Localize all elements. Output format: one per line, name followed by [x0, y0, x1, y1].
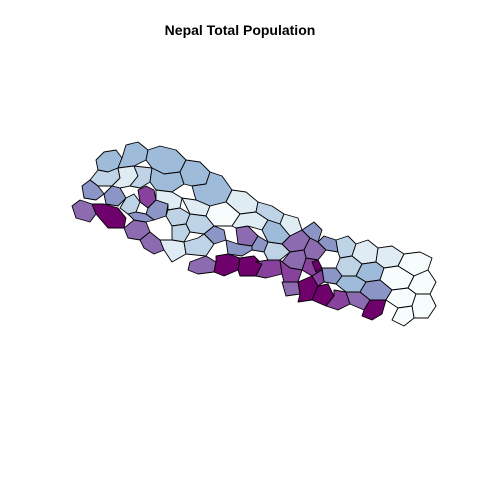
district-polygon — [411, 293, 437, 319]
district-polygons — [71, 141, 437, 327]
district-polygon — [171, 223, 191, 243]
district-polygon — [391, 305, 415, 327]
district-polygon — [251, 235, 269, 253]
district-polygon — [301, 221, 323, 243]
district-polygon — [179, 159, 211, 187]
district-polygon — [311, 269, 325, 287]
district-polygon — [91, 203, 127, 229]
district-polygon — [187, 255, 217, 275]
district-polygon — [213, 253, 241, 277]
district-polygon — [127, 211, 155, 223]
district-polygon — [71, 199, 97, 223]
district-polygon — [117, 141, 149, 169]
district-polygon — [149, 167, 185, 193]
district-polygon — [255, 259, 283, 279]
map-title: Nepal Total Population — [164, 22, 316, 38]
district-polygon — [281, 281, 301, 297]
district-polygon — [159, 239, 187, 263]
district-polygon — [183, 233, 215, 257]
district-polygon — [361, 299, 387, 321]
